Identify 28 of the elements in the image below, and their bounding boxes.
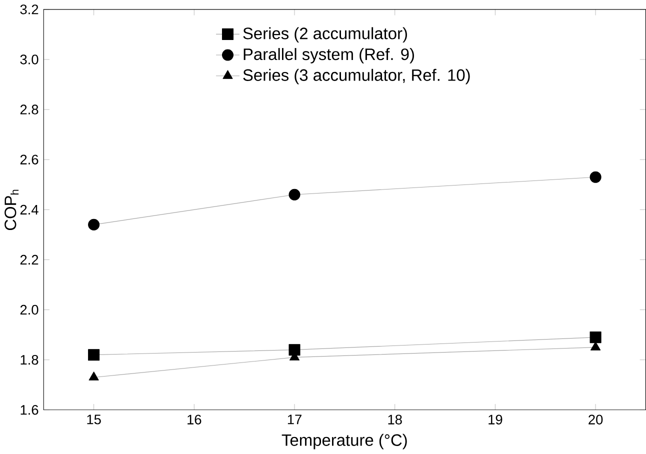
- x-axis-title: Temperature (°C): [282, 434, 407, 450]
- point: [88, 349, 100, 361]
- y-tick-label: 1.8: [20, 355, 38, 365]
- point: [88, 219, 100, 231]
- x-tick-label: 18: [388, 414, 402, 425]
- y-tick-label: 3.0: [20, 54, 38, 64]
- x-tick-label: 20: [588, 414, 603, 425]
- point: [288, 188, 300, 201]
- point: [288, 344, 300, 356]
- y-tick-label: 3.2: [20, 4, 38, 14]
- legend-label: Series (3 accumulator, Ref. 10): [243, 68, 470, 84]
- y-tick-label: 2.8: [20, 104, 38, 114]
- legend-label: Parallel system (Ref. 9): [244, 48, 414, 64]
- point: [590, 342, 601, 350]
- y-tick-label: 2.6: [20, 154, 38, 165]
- y-tick-label: 2.2: [20, 255, 38, 265]
- point: [590, 171, 602, 183]
- x-tick-label: 19: [488, 414, 502, 425]
- point: [590, 332, 602, 344]
- x-tick-label: 17: [288, 414, 302, 424]
- y-tick-label: 2.0: [20, 305, 38, 315]
- y-axis-title: COP$_{h}$: [4, 190, 19, 230]
- legend-label: Series (2 accumulator): [243, 27, 407, 43]
- x-tick-label: 16: [188, 414, 202, 425]
- y-tick-label: 2.4: [20, 204, 38, 215]
- y-tick-label: 1.6: [20, 405, 38, 415]
- x-tick-label: 15: [87, 414, 101, 424]
- point: [88, 372, 99, 380]
